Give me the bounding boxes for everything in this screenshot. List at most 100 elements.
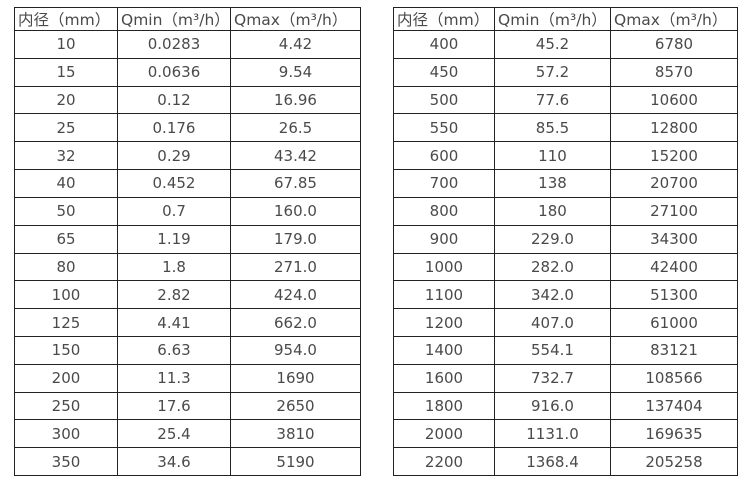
table-cell: 407.0	[494, 308, 611, 337]
table-cell: 138	[494, 169, 611, 198]
table-row: 125 4.41 662.0	[14, 308, 361, 337]
table-cell: 160.0	[230, 196, 361, 226]
header-row: 内径（mm） Qmin（m³/h） Qmax（m³/h）	[393, 7, 738, 31]
table-cell: 57.2	[494, 57, 611, 87]
table-row: 25 0.176 26.5	[14, 113, 361, 143]
table-cell: 424.0	[230, 280, 361, 310]
table-row: 800 180 27100	[393, 196, 738, 226]
table-cell: 8570	[610, 57, 738, 87]
table-cell: 0.7	[117, 196, 231, 226]
table-row: 700 138 20700	[393, 169, 738, 198]
table-row: 2000 1131.0 169635	[393, 419, 738, 449]
table-row: 20 0.12 16.96	[14, 85, 361, 115]
table-row: 1100 342.0 51300	[393, 280, 738, 310]
table-cell: 271.0	[230, 252, 361, 282]
table-cell: 554.1	[494, 335, 611, 365]
table-cell: 1100	[393, 280, 495, 310]
table-row: 150 6.63 954.0	[14, 335, 361, 365]
table-cell: 600	[393, 141, 495, 171]
table-cell: 1.19	[117, 224, 231, 254]
table-cell: 100	[14, 280, 118, 310]
table-cell: 4.42	[230, 30, 361, 59]
table-cell: 15	[14, 57, 118, 87]
table-row: 500 77.6 10600	[393, 85, 738, 115]
table-cell: 350	[14, 447, 118, 476]
column-header: 内径（mm）	[14, 7, 118, 31]
table-row: 1800 916.0 137404	[393, 391, 738, 421]
table-cell: 3810	[230, 419, 361, 449]
table-cell: 10600	[610, 85, 738, 115]
table-cell: 20700	[610, 169, 738, 198]
table-cell: 400	[393, 30, 495, 59]
flow-rate-table-dn400-2200: 内径（mm） Qmin（m³/h） Qmax（m³/h） 400 45.2 6780 45…	[393, 7, 738, 476]
table-cell: 2650	[230, 391, 361, 421]
table-cell: 15200	[610, 141, 738, 171]
column-header: 内径（mm）	[393, 7, 495, 31]
table-cell: 500	[393, 85, 495, 115]
table-cell: 450	[393, 57, 495, 87]
table-cell: 1600	[393, 363, 495, 393]
table-row: 100 2.82 424.0	[14, 280, 361, 310]
table-cell: 732.7	[494, 363, 611, 393]
table-cell: 900	[393, 224, 495, 254]
table-cell: 9.54	[230, 57, 361, 87]
table-cell: 25	[14, 113, 118, 143]
column-header: Qmin（m³/h）	[117, 7, 231, 31]
table-cell: 179.0	[230, 224, 361, 254]
table-row: 250 17.6 2650	[14, 391, 361, 421]
table-cell: 42400	[610, 252, 738, 282]
table-cell: 16.96	[230, 85, 361, 115]
table-row: 50 0.7 160.0	[14, 196, 361, 226]
table-cell: 150	[14, 335, 118, 365]
column-header: Qmin（m³/h）	[494, 7, 611, 31]
table-row: 80 1.8 271.0	[14, 252, 361, 282]
table-cell: 12800	[610, 113, 738, 143]
table-cell: 200	[14, 363, 118, 393]
table-cell: 1000	[393, 252, 495, 282]
table-cell: 916.0	[494, 391, 611, 421]
table-cell: 51300	[610, 280, 738, 310]
table-row: 200 11.3 1690	[14, 363, 361, 393]
table-cell: 300	[14, 419, 118, 449]
table-cell: 6.63	[117, 335, 231, 365]
table-cell: 229.0	[494, 224, 611, 254]
table-cell: 65	[14, 224, 118, 254]
table-cell: 169635	[610, 419, 738, 449]
table-cell: 26.5	[230, 113, 361, 143]
table-row: 1400 554.1 83121	[393, 335, 738, 365]
table-cell: 6780	[610, 30, 738, 59]
table-row: 900 229.0 34300	[393, 224, 738, 254]
table-cell: 1.8	[117, 252, 231, 282]
table-row: 450 57.2 8570	[393, 57, 738, 87]
table-cell: 2.82	[117, 280, 231, 310]
table-cell: 4.41	[117, 308, 231, 337]
table-cell: 61000	[610, 308, 738, 337]
table-row: 32 0.29 43.42	[14, 141, 361, 171]
table-cell: 25.4	[117, 419, 231, 449]
table-cell: 662.0	[230, 308, 361, 337]
table-cell: 2200	[393, 447, 495, 476]
table-cell: 282.0	[494, 252, 611, 282]
table-cell: 137404	[610, 391, 738, 421]
table-cell: 954.0	[230, 335, 361, 365]
table-cell: 700	[393, 169, 495, 198]
table-cell: 11.3	[117, 363, 231, 393]
table-row: 65 1.19 179.0	[14, 224, 361, 254]
table-cell: 34.6	[117, 447, 231, 476]
table-cell: 27100	[610, 196, 738, 226]
table-cell: 1368.4	[494, 447, 611, 476]
table-cell: 2000	[393, 419, 495, 449]
table-cell: 80	[14, 252, 118, 282]
table-cell: 34300	[610, 224, 738, 254]
table-cell: 0.29	[117, 141, 231, 171]
table-row: 15 0.0636 9.54	[14, 57, 361, 87]
table-row: 400 45.2 6780	[393, 30, 738, 59]
column-header: Qmax（m³/h）	[230, 7, 361, 31]
column-header: Qmax（m³/h）	[610, 7, 738, 31]
table-cell: 1690	[230, 363, 361, 393]
table-cell: 1200	[393, 308, 495, 337]
table-row: 1200 407.0 61000	[393, 308, 738, 337]
table-cell: 50	[14, 196, 118, 226]
table-row: 1600 732.7 108566	[393, 363, 738, 393]
